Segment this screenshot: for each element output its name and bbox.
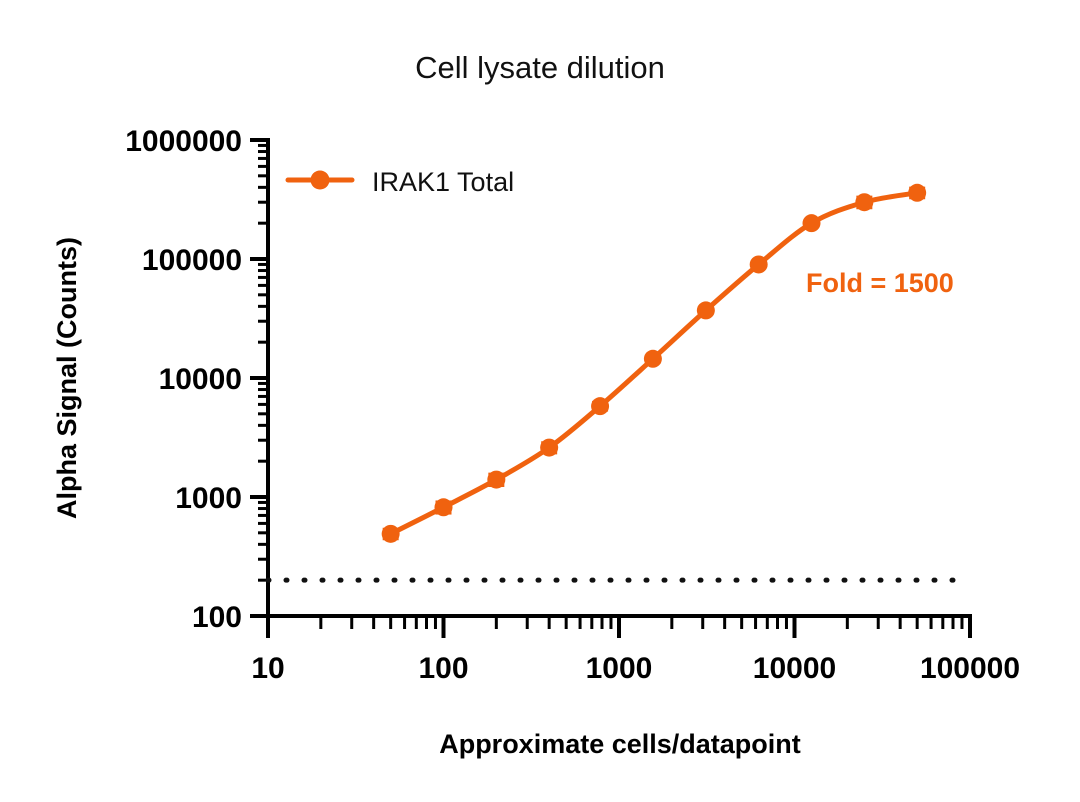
x-tick-label: 1000 (586, 652, 653, 685)
data-point-marker (749, 255, 768, 274)
y-axis-ticks (250, 138, 268, 618)
x-axis-tick-labels: 10 100 1000 10000 100000 (251, 652, 1020, 685)
data-point-marker (855, 193, 874, 212)
data-point-marker (591, 397, 610, 416)
y-tick-label: 1000000 (125, 125, 242, 158)
data-point-marker (643, 349, 662, 368)
y-tick-label: 100 (192, 601, 242, 634)
x-tick-label: 10000 (753, 652, 836, 685)
chart-title: Cell lysate dilution (415, 50, 665, 85)
y-tick-label: 1000 (175, 482, 242, 515)
fold-annotation: Fold = 1500 (806, 268, 954, 298)
legend: IRAK1 Total (285, 167, 514, 197)
y-tick-label: 100000 (142, 244, 242, 277)
x-tick-label: 10 (251, 652, 284, 685)
x-axis-label: Approximate cells/datapoint (439, 729, 801, 759)
y-axis-label: Alpha Signal (Counts) (52, 237, 82, 519)
x-tick-label: 100000 (920, 652, 1020, 685)
legend-label-irak1-total: IRAK1 Total (372, 167, 514, 197)
data-point-marker (802, 214, 821, 233)
legend-marker-dot (310, 170, 330, 190)
y-tick-label: 10000 (159, 363, 242, 396)
data-point-marker (434, 498, 453, 517)
x-axis-ticks (266, 616, 972, 638)
data-point-marker (696, 301, 715, 320)
data-point-marker (540, 438, 559, 457)
data-point-marker (908, 183, 927, 202)
data-point-marker (381, 524, 400, 543)
y-axis-tick-labels: 100 1000 10000 100000 1000000 (125, 125, 242, 634)
series-markers (381, 183, 927, 543)
data-point-marker (487, 470, 506, 489)
x-tick-label: 100 (418, 652, 468, 685)
